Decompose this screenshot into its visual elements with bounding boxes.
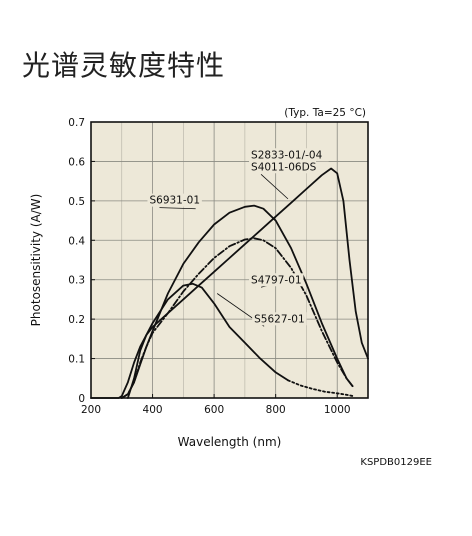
series-line — [287, 379, 354, 397]
y-tick-label: 0.1 — [68, 354, 85, 366]
y-tick-label: 0.5 — [68, 196, 85, 208]
series-layer — [90, 167, 369, 399]
series-label: S4797-01 — [251, 274, 302, 286]
series-label: S4011-06DS — [251, 161, 317, 173]
x-tick-label: 200 — [81, 404, 101, 416]
y-tick-label: 0.2 — [68, 314, 85, 326]
annotation-background — [249, 148, 329, 162]
annotation-background — [249, 160, 317, 174]
x-axis-title: Wavelength (nm) — [178, 435, 282, 449]
annotation-background — [252, 312, 307, 326]
page-title: 光谱灵敏度特性 — [22, 49, 226, 82]
plot-background — [91, 122, 368, 398]
x-tick-label: 800 — [266, 404, 286, 416]
series-line — [120, 237, 354, 399]
series-line — [90, 282, 289, 399]
document-code: KSPDB0129EE — [360, 457, 432, 468]
annotation-leader — [260, 173, 289, 200]
annotation-background — [249, 273, 304, 287]
y-tick-label: 0.7 — [68, 117, 85, 129]
series-label: S6931-01 — [149, 195, 200, 207]
y-tick-label: 0.6 — [68, 156, 85, 168]
series-label: S5627-01 — [254, 313, 305, 325]
tick-layer: 200 400 600 800 1000 0 0.1 0.2 0.3 0.4 0.5 0.6 0.7 — [68, 117, 350, 416]
series-label: S2833-01/-04 — [251, 149, 323, 161]
x-tick-label: 400 — [143, 404, 163, 416]
y-tick-label: 0.3 — [68, 275, 85, 287]
y-tick-label: 0.4 — [68, 235, 85, 247]
series-line — [127, 167, 369, 399]
condition-label: (Typ. Ta=25 °C) — [284, 107, 366, 119]
x-tick-label: 600 — [204, 404, 224, 416]
plot-frame — [90, 121, 369, 399]
y-tick-label: 0 — [78, 393, 85, 405]
major-grid — [91, 122, 368, 398]
x-tick-label: 1000 — [324, 404, 351, 416]
annotation-leader — [159, 207, 196, 210]
y-axis-title: Photosensitivity (A/W) — [29, 194, 43, 327]
annotation-background — [147, 193, 202, 207]
